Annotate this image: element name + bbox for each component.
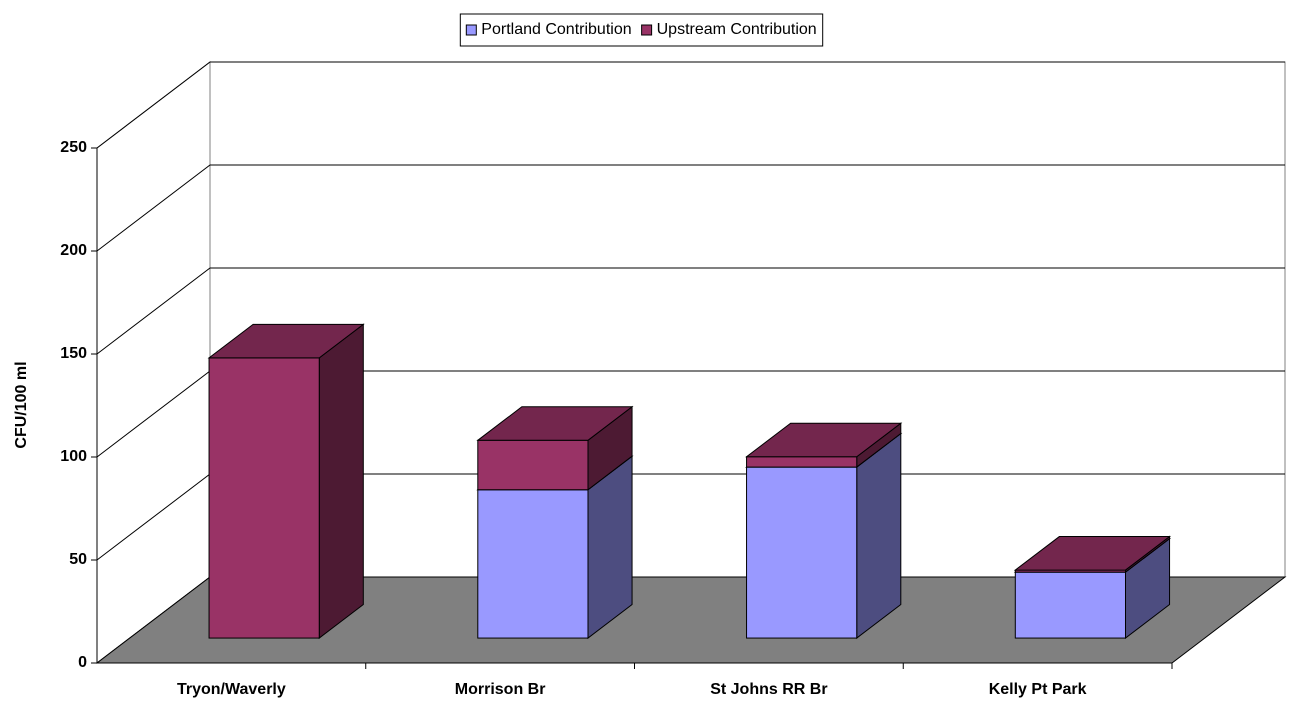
y-tick-label: 200	[60, 242, 87, 259]
x-tick-label: Tryon/Waverly	[177, 681, 286, 698]
bar	[477, 489, 589, 639]
y-tick-label: 0	[78, 654, 87, 671]
grid-line	[96, 61, 1285, 149]
x-tick-label: St Johns RR Br	[710, 681, 827, 698]
side-wall	[96, 60, 211, 665]
grid-line	[96, 164, 1285, 252]
bar	[208, 357, 320, 639]
legend: Portland Contribution Upstream Contributi…	[459, 13, 824, 47]
bar-side	[856, 432, 902, 640]
legend-label: Portland Contribution	[481, 21, 631, 38]
y-tick-label: 50	[69, 551, 87, 568]
bar	[746, 466, 858, 639]
y-axis-title: CFU/100 ml	[13, 361, 30, 448]
y-tick-label: 100	[60, 448, 87, 465]
bar-side	[318, 323, 364, 640]
grid-line	[96, 267, 1285, 355]
bar	[1014, 571, 1126, 639]
legend-swatch	[641, 24, 653, 36]
bar	[477, 439, 589, 491]
x-tick-label: Morrison Br	[455, 681, 546, 698]
bar-top	[476, 406, 634, 441]
y-tick-label: 150	[60, 345, 87, 362]
bar	[746, 456, 858, 468]
x-tick-label: Kelly Pt Park	[989, 681, 1087, 698]
legend-swatch	[465, 24, 477, 36]
bar-top	[207, 323, 365, 359]
y-tick-label: 250	[60, 139, 87, 156]
bar-top	[745, 422, 903, 458]
legend-label: Upstream Contribution	[657, 21, 817, 38]
bar-top	[1013, 536, 1172, 571]
